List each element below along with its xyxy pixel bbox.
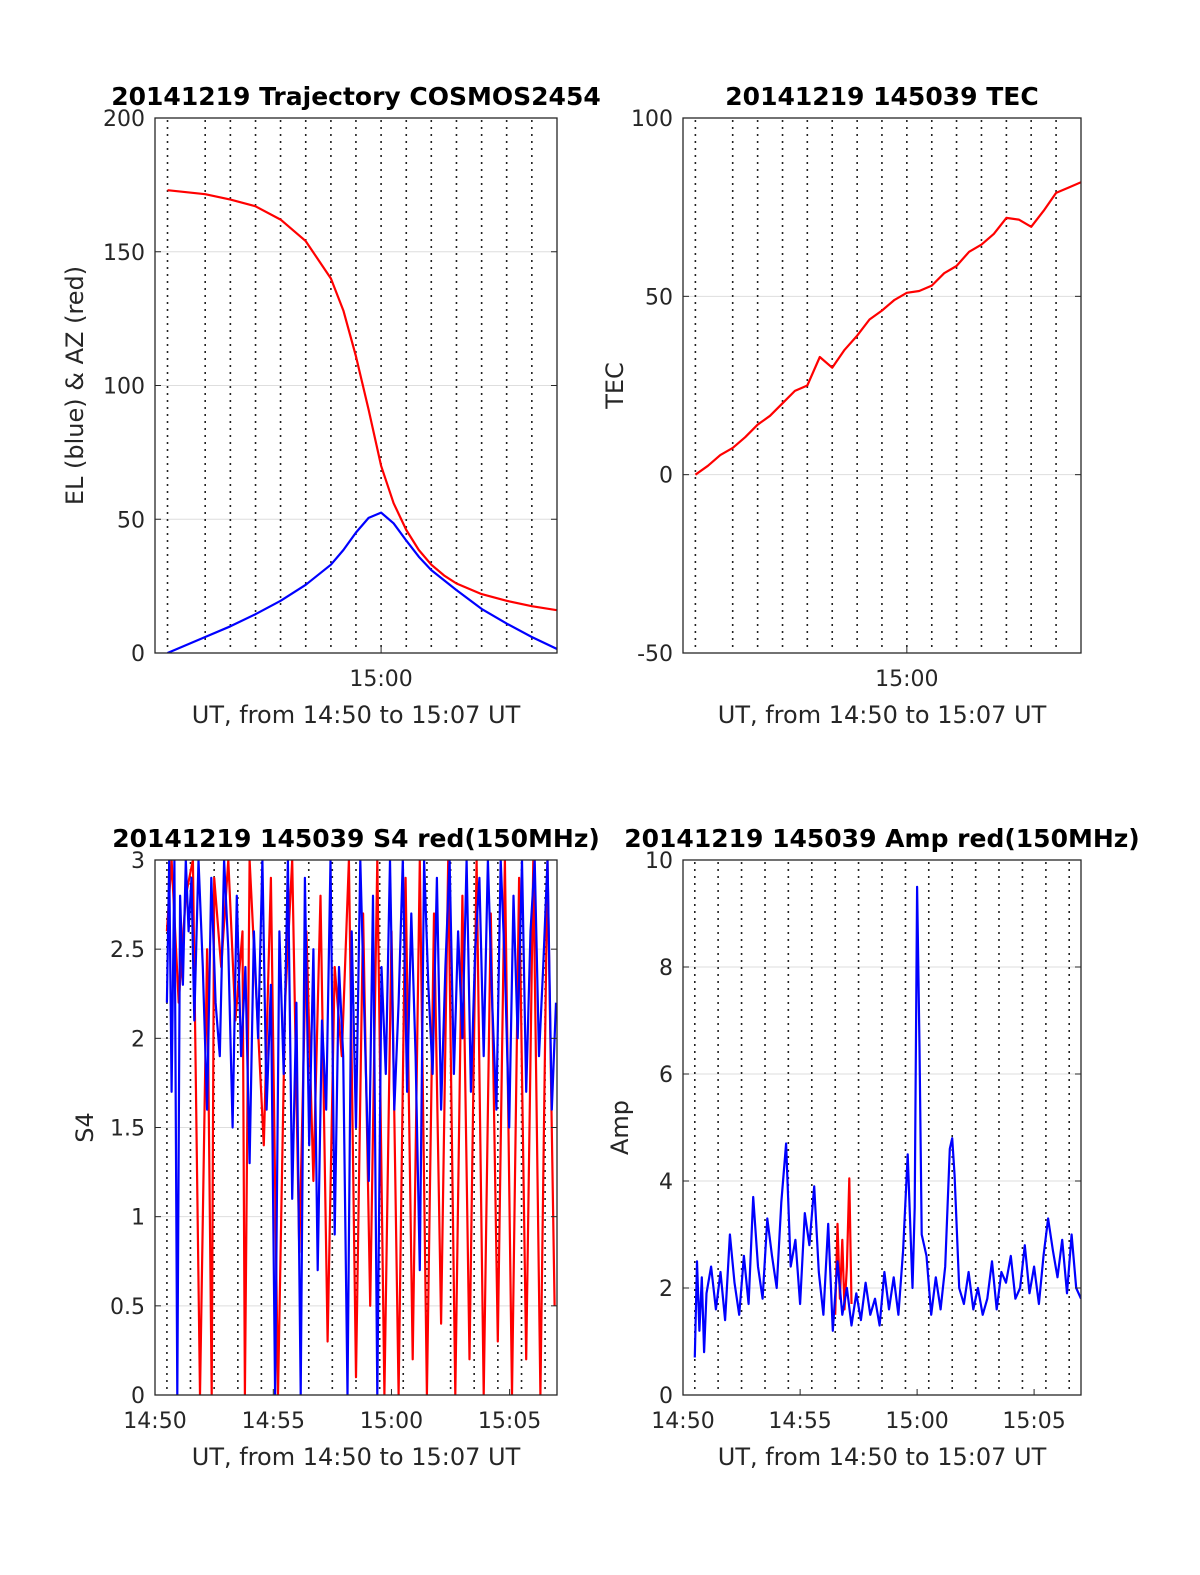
series-group bbox=[165, 860, 557, 1395]
y-tick-label: -50 bbox=[637, 642, 673, 667]
y-tick-label: 2.5 bbox=[110, 938, 145, 963]
x-tick-label: 15:05 bbox=[1002, 1409, 1065, 1434]
x-axis-label: UT, from 14:50 to 15:07 UT bbox=[192, 701, 521, 729]
y-tick-label: 50 bbox=[117, 508, 145, 533]
y-tick-label: 4 bbox=[659, 1170, 673, 1195]
x-tick-label: 14:55 bbox=[242, 1409, 305, 1434]
y-tick-label: 100 bbox=[103, 375, 145, 400]
x-tick-label: 14:50 bbox=[651, 1409, 714, 1434]
y-tick-label: 8 bbox=[659, 956, 673, 981]
y-tick-label: 50 bbox=[645, 285, 673, 310]
series-group bbox=[694, 181, 1081, 476]
series-group bbox=[693, 885, 1081, 1358]
x-tick-label: 14:55 bbox=[768, 1409, 831, 1434]
y-tick-label: 1 bbox=[131, 1206, 145, 1231]
y-axis-label: Amp bbox=[606, 1100, 634, 1155]
y-axis-label: TEC bbox=[601, 362, 629, 410]
series-line-1 bbox=[167, 511, 557, 653]
plot-title: 20141219 Trajectory COSMOS2454 bbox=[111, 82, 601, 111]
series-line-0 bbox=[167, 189, 557, 612]
x-axis-label: UT, from 14:50 to 15:07 UT bbox=[718, 701, 1047, 729]
y-tick-label: 0 bbox=[659, 1384, 673, 1409]
series-line-0 bbox=[694, 181, 1081, 476]
y-tick-label: 150 bbox=[103, 241, 145, 266]
y-tick-label: 100 bbox=[631, 107, 673, 132]
series-group bbox=[167, 189, 557, 653]
y-tick-label: 0 bbox=[659, 464, 673, 489]
y-tick-label: 0 bbox=[131, 642, 145, 667]
y-tick-label: 6 bbox=[659, 1063, 673, 1088]
y-tick-label: 0.5 bbox=[110, 1295, 145, 1320]
s4-plot: 0 0.5 1 1.5 2 2.5 3 14:50 14:55 15:00 15:05 2014121… bbox=[71, 824, 600, 1471]
x-tick-label: 15:00 bbox=[360, 1409, 423, 1434]
series-line-0 bbox=[834, 1177, 853, 1315]
y-tick-label: 0 bbox=[131, 1384, 145, 1409]
y-tick-label: 2 bbox=[659, 1277, 673, 1302]
x-tick-label: 15:00 bbox=[885, 1409, 948, 1434]
axes-frame bbox=[682, 859, 1082, 1396]
y-axis-label: EL (blue) & AZ (red) bbox=[61, 266, 89, 505]
x-axis-label: UT, from 14:50 to 15:07 UT bbox=[718, 1443, 1047, 1471]
plot-title: 20141219 145039 S4 red(150MHz) bbox=[112, 824, 600, 853]
y-tick-label: 200 bbox=[103, 107, 145, 132]
x-tick-label: 15:00 bbox=[875, 667, 938, 692]
axes-frame bbox=[682, 117, 1082, 654]
y-tick-label: 1.5 bbox=[110, 1117, 145, 1142]
x-axis-label: UT, from 14:50 to 15:07 UT bbox=[192, 1443, 521, 1471]
y-axis-label: S4 bbox=[71, 1112, 99, 1143]
y-tick-label: 2 bbox=[131, 1027, 145, 1052]
tec-plot: -50 0 50 100 15:00 20141219 145039 TEC UT, fro… bbox=[601, 82, 1082, 729]
x-tick-label: 15:05 bbox=[478, 1409, 541, 1434]
y-tick-label: 10 bbox=[645, 849, 673, 874]
plot-title: 20141219 145039 TEC bbox=[725, 82, 1038, 111]
trajectory-plot: 0 50 100 150 200 15:00 20141219 Trajectory COS… bbox=[61, 82, 601, 729]
series-line-1 bbox=[693, 885, 1081, 1358]
series-line-0 bbox=[165, 860, 556, 1395]
amp-plot: 0 2 4 6 8 10 14:50 14:55 15:00 15:05 20141219 1450… bbox=[606, 824, 1140, 1471]
series-line-1 bbox=[165, 860, 557, 1395]
x-tick-label: 15:00 bbox=[349, 667, 412, 692]
plot-title: 20141219 145039 Amp red(150MHz) bbox=[624, 824, 1140, 853]
x-tick-label: 14:50 bbox=[123, 1409, 186, 1434]
y-tick-label: 3 bbox=[131, 849, 145, 874]
